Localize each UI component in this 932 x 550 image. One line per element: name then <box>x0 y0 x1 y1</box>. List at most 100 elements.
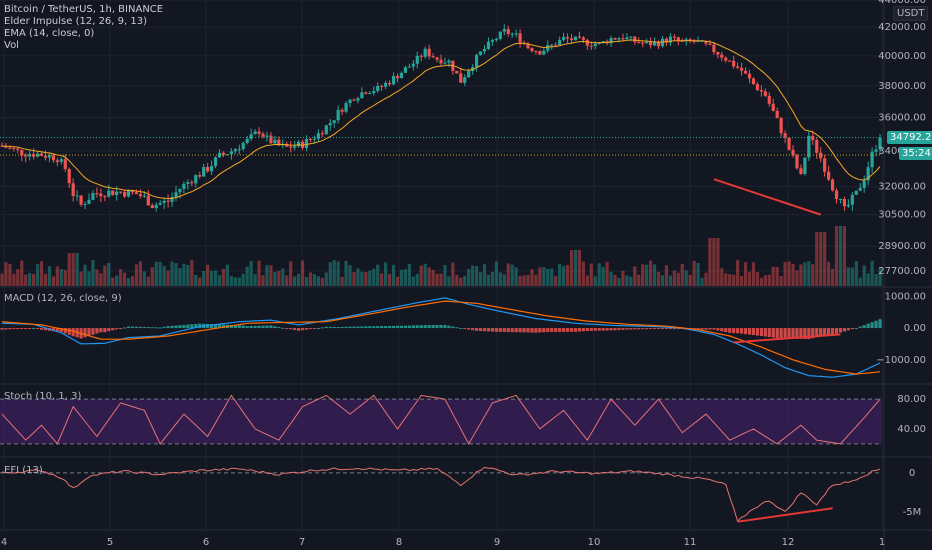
macd-histogram-bar <box>300 328 305 331</box>
volume-bar <box>415 273 419 286</box>
macd-histogram-bar <box>174 325 178 329</box>
last-price-tag: 34792.20 <box>887 131 932 144</box>
candle-body <box>459 73 463 83</box>
volume-bar <box>245 266 249 286</box>
candle-body <box>751 78 756 85</box>
candle-body <box>20 149 24 156</box>
volume-bar <box>613 274 617 286</box>
macd-histogram-bar <box>233 325 237 329</box>
symbol-label[interactable]: Bitcoin / TetherUS, 1h, BINANCE <box>4 4 164 15</box>
macd-histogram-bar <box>854 328 858 330</box>
volume-bar <box>8 263 12 286</box>
candle-body <box>75 195 79 197</box>
volume-bar <box>261 275 265 286</box>
volume-bar <box>439 273 443 286</box>
macd-histogram-bar <box>229 324 233 329</box>
candle-body <box>569 38 574 41</box>
macd-histogram-bar <box>641 328 645 330</box>
volume-bar <box>63 270 67 286</box>
candle-body <box>498 31 502 39</box>
candle-body <box>63 159 67 170</box>
candle-body <box>4 145 8 148</box>
macd-histogram-bar <box>241 325 245 329</box>
volume-bar <box>645 264 649 286</box>
macd-histogram-bar <box>518 328 522 333</box>
macd-histogram-bar <box>427 325 431 329</box>
macd-histogram-bar <box>134 326 139 329</box>
stoch-label[interactable]: Stoch (10, 1, 3) <box>4 391 82 402</box>
macd-histogram-bar <box>751 328 756 336</box>
volume-bar <box>605 261 609 286</box>
candle-body <box>660 38 665 47</box>
x-tick-label: 6 <box>203 537 209 548</box>
candle-body <box>225 154 230 156</box>
macd-histogram-bar <box>55 328 59 332</box>
macd-histogram-bar <box>649 328 653 330</box>
candle-body <box>249 134 253 139</box>
volume-bar <box>791 263 795 286</box>
macd-histogram-bar <box>700 328 704 330</box>
macd-label[interactable]: MACD (12, 26, close, 9) <box>4 293 122 304</box>
macd-histogram-bar <box>795 328 799 339</box>
volume-bar <box>459 277 463 286</box>
volume-bar <box>854 261 858 286</box>
candle-body <box>158 202 162 205</box>
candle-body <box>763 91 767 96</box>
macd-histogram-bar <box>0 328 4 330</box>
macd-histogram-bar <box>364 326 368 329</box>
stoch-pane <box>0 394 882 445</box>
macd-histogram-bar <box>376 326 380 329</box>
y-tick-label: 36000.00 <box>878 113 926 124</box>
y-tick-label: 40000.00 <box>878 51 926 62</box>
efi-label[interactable]: EFI (13) <box>4 465 43 476</box>
x-tick-label: 11 <box>684 537 697 548</box>
volume-bar <box>443 264 447 286</box>
candle-body <box>530 48 534 52</box>
macd-histogram-bar <box>35 328 40 330</box>
candle-body <box>621 38 625 40</box>
macd-histogram-bar <box>779 328 783 339</box>
candle-body <box>233 149 237 152</box>
volume-bar <box>24 274 28 286</box>
volume-bar <box>324 272 328 286</box>
volume-bar <box>340 276 344 286</box>
macd-histogram-bar <box>344 326 348 329</box>
candle-body <box>142 195 146 197</box>
macd-histogram-bar <box>170 325 174 329</box>
macd-histogram-bar <box>138 326 143 329</box>
macd-histogram-bar <box>447 325 451 329</box>
volume-bar <box>376 264 380 286</box>
candle-body <box>360 92 364 99</box>
volume-bar <box>589 263 593 286</box>
macd-histogram-bar <box>312 328 317 330</box>
candle-body <box>348 99 352 104</box>
ema-label[interactable]: EMA (14, close, 0) <box>4 28 95 39</box>
volume-bar <box>20 260 24 286</box>
volume-bar <box>637 274 641 286</box>
candle-body <box>210 166 214 172</box>
macd-histogram-bar <box>111 328 115 331</box>
macd-y-tick-label: 1000.00 <box>885 291 926 302</box>
candle-body <box>542 50 546 55</box>
macd-histogram-bar <box>605 328 609 331</box>
volume-bar <box>759 277 763 286</box>
candle-body <box>16 148 20 150</box>
volume-label[interactable]: Vol <box>4 40 19 51</box>
macd-histogram-bar <box>625 328 629 330</box>
macd-histogram-bar <box>637 328 641 330</box>
candle-body <box>589 45 593 47</box>
volume-bar <box>858 277 862 286</box>
currency-tag[interactable]: USDT <box>893 6 929 21</box>
volume-bar <box>696 263 700 286</box>
candle-body <box>213 157 218 167</box>
macd-histogram-bar <box>514 328 518 333</box>
price-candles <box>0 24 882 216</box>
macd-histogram-bar <box>558 328 562 332</box>
volume-bar <box>827 261 831 286</box>
elder-impulse-label[interactable]: Elder Impulse (12, 26, 9, 13) <box>4 16 147 27</box>
volume-bar <box>158 261 162 286</box>
volume-bar <box>229 276 233 286</box>
volume-bar <box>664 265 669 286</box>
